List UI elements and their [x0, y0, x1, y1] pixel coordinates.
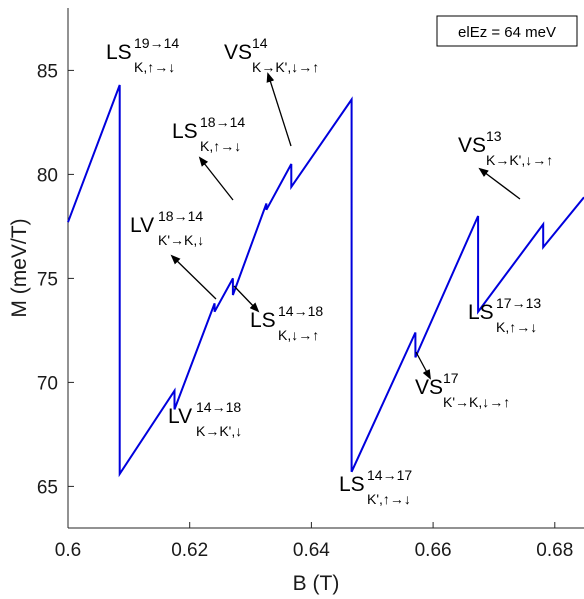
- legend-box: [436, 15, 578, 47]
- annotation-superscript: 18→14: [158, 208, 203, 224]
- annotation-label: LV 18→14 K'→K,↓: [130, 208, 204, 248]
- annotation-superscript: 18→14: [200, 114, 245, 130]
- annotation-arrow: [198, 156, 234, 201]
- axes: 0.6 0.62 0.64 0.66 0.68 65 70 75 80 85 B (T) M (meV…: [8, 8, 584, 595]
- annotation-superscript: 19→14: [134, 35, 179, 51]
- annotation-superscript: 14→17: [367, 467, 412, 483]
- annotation-main: LS: [250, 309, 276, 332]
- annotation-subscript: K→K',↓: [196, 423, 242, 439]
- x-tick-label: 0.6: [55, 540, 81, 561]
- annotation-label: VS 17 K'→K,↓→↑: [415, 370, 510, 410]
- annotation-main: LV: [168, 405, 192, 428]
- y-tick-label: 75: [37, 269, 58, 290]
- annotation-subscript: K,↑→↓: [200, 138, 241, 154]
- x-tick-label: 0.64: [293, 540, 330, 561]
- annotation-subscript: K',↑→↓: [367, 491, 411, 507]
- annotation-main: VS: [415, 376, 443, 399]
- annotation-label: LS 14→18 K,↓→↑: [250, 303, 323, 343]
- x-tick-label: 0.66: [415, 540, 452, 561]
- y-axis-title: M (meV/T): [8, 218, 31, 317]
- series-line: [67, 84, 584, 478]
- legend-text: elEz = 64 meV: [458, 24, 556, 41]
- annotation-label: LV 14→18 K→K',↓: [168, 399, 242, 439]
- annotation-label: VS 13 K→K',↓→↑: [458, 128, 553, 168]
- annotation-label: LS 14→17 K',↑→↓: [339, 467, 412, 507]
- annotation-subscript: K'→K,↓→↑: [443, 394, 510, 410]
- x-tick-label: 0.68: [536, 540, 573, 561]
- annotation-superscript: 14→18: [196, 399, 241, 415]
- annotation-label: LS 17→13 K,↑→↓: [468, 295, 541, 335]
- series-layer: [67, 84, 584, 478]
- legend: elEz = 64 meV: [436, 15, 578, 47]
- annotation-label: LS 18→14 K,↑→↓: [172, 114, 245, 154]
- annotations: LS 19→14K,↑→↓VS 14K→K',↓→↑LS 18→14K,↑→↓LV 18…: [106, 35, 553, 507]
- annotation-main: LS: [106, 41, 132, 64]
- annotation-main: LS: [172, 120, 198, 143]
- annotation-label: LS 19→14 K,↑→↓: [106, 35, 179, 75]
- x-tick-label: 0.62: [171, 540, 208, 561]
- annotation-subscript: K→K',↓→↑: [486, 152, 553, 168]
- annotation-superscript: 17: [443, 370, 459, 386]
- annotation-main: VS: [458, 134, 486, 157]
- annotation-superscript: 14→18: [278, 303, 323, 319]
- x-axis-title: B (T): [293, 572, 340, 595]
- y-tick-label: 80: [37, 165, 58, 186]
- y-tick-label: 85: [37, 61, 58, 82]
- y-tick-label: 70: [37, 373, 58, 394]
- annotation-subscript: K,↑→↓: [496, 319, 537, 335]
- annotation-main: VS: [224, 41, 252, 64]
- annotation-subscript: K,↑→↓: [134, 59, 175, 75]
- annotation-superscript: 17→13: [496, 295, 541, 311]
- annotation-main: LS: [468, 301, 494, 324]
- annotation-main: LS: [339, 473, 365, 496]
- annotation-label: VS 14 K→K',↓→↑: [224, 35, 319, 75]
- annotation-subscript: K→K',↓→↑: [252, 59, 319, 75]
- annotation-superscript: 14: [252, 35, 268, 51]
- annotation-arrow: [415, 351, 431, 380]
- y-tick-label: 65: [37, 477, 58, 498]
- annotation-arrow: [266, 72, 292, 147]
- annotation-arrow: [478, 167, 521, 200]
- annotation-superscript: 13: [486, 128, 502, 144]
- annotation-subscript: K'→K,↓: [158, 232, 204, 248]
- annotation-arrow: [233, 285, 260, 313]
- annotation-main: LV: [130, 214, 154, 237]
- annotation-arrow: [170, 254, 217, 300]
- annotation-subscript: K,↓→↑: [278, 327, 319, 343]
